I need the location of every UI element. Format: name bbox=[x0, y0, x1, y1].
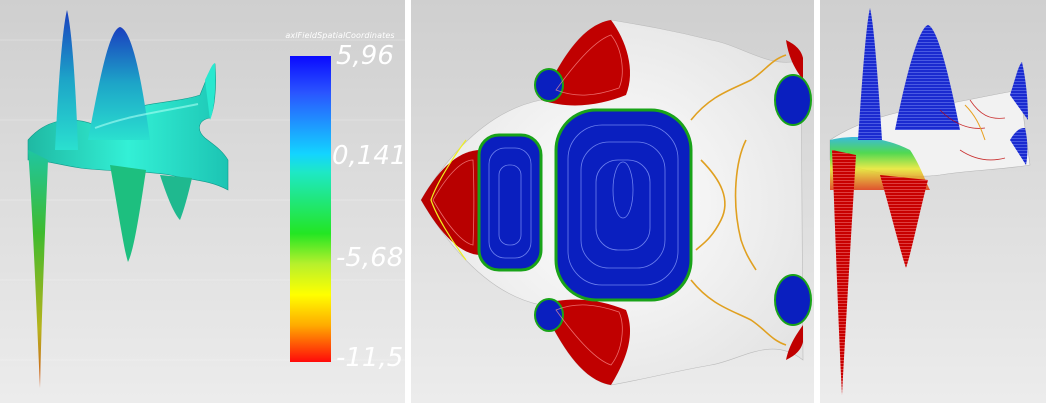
contour-top-view-panel[interactable] bbox=[411, 0, 814, 403]
surface-render bbox=[0, 0, 405, 403]
surface-view-panel[interactable]: axlFieldSpatialCoordinates 5,96 0,141 -5… bbox=[0, 0, 405, 403]
legend-title: axlFieldSpatialCoordinates bbox=[285, 31, 395, 40]
legend-label-mid-high: 0,141 bbox=[332, 141, 405, 171]
contour-perspective-render bbox=[820, 0, 1046, 403]
legend-label-mid-low: -5,68 bbox=[336, 243, 404, 273]
legend-label-max: 5,96 bbox=[336, 41, 394, 71]
contour-perspective-panel[interactable] bbox=[820, 0, 1046, 403]
legend-label-min: -11,5 bbox=[336, 343, 404, 373]
color-scale-bar bbox=[290, 56, 331, 362]
contour-render bbox=[411, 0, 814, 403]
